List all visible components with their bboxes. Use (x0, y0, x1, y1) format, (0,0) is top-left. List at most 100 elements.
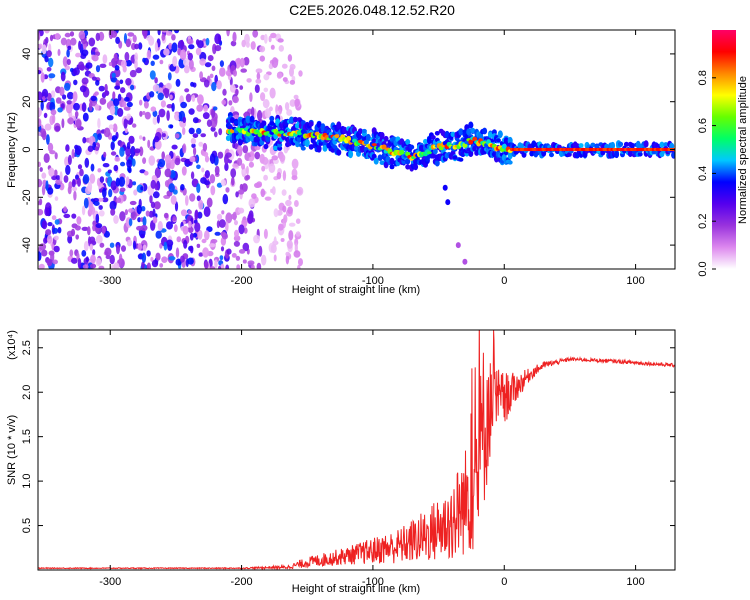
spectrogram-noise-cell (221, 99, 226, 105)
spectrogram-noise-cell (74, 225, 81, 231)
spectrogram-trace-halo (643, 140, 649, 148)
spectrogram-noise-cell (57, 48, 61, 57)
spectrogram-noise-cell (197, 229, 203, 240)
spectrogram-noise-cell (38, 263, 45, 269)
spectrogram-trace-halo (669, 142, 675, 150)
spectrogram-noise-cell (247, 260, 255, 266)
spectrogram-noise-cell (152, 216, 158, 224)
spectrogram-trace-halo (519, 143, 525, 149)
spectrogram-noise-cell (193, 180, 199, 185)
spectrogram-noise-cell (112, 123, 118, 133)
spectrogram-noise-cell (89, 243, 94, 251)
spectrogram-trace-halo (320, 123, 326, 132)
spectrogram-trace-halo (444, 130, 450, 139)
spectrogram-noise-cell (59, 86, 65, 97)
spectrogram-trace-halo (507, 151, 513, 160)
spectrogram-noise-cell (109, 200, 117, 211)
spectrogram-noise-cell (295, 231, 301, 237)
spectrogram-noise-cell (209, 153, 216, 165)
spectrogram-noise-cell (203, 206, 211, 217)
spectrogram-noise-cell (214, 45, 222, 52)
spectrogram-noise-cell (125, 59, 132, 67)
spectrogram-noise-cell (169, 94, 173, 100)
spectrogram-noise-cell (77, 164, 83, 170)
spectrogram-noise-cell (110, 141, 115, 151)
spectrogram-trace-halo (365, 133, 371, 142)
spectrogram-trace-halo (655, 143, 661, 148)
spectrogram-noise-cell (99, 97, 107, 105)
spectrogram-noise-cell (70, 37, 77, 46)
spectrogram-noise-cell (218, 219, 226, 228)
spectrogram-noise-cell (212, 106, 218, 111)
spectrogram-noise-cell (137, 217, 142, 223)
spectrogram-noise-cell (136, 204, 142, 215)
spectrogram-noise-cell (90, 163, 95, 172)
spectrogram-noise-cell (115, 197, 122, 203)
spectrogram-noise-cell (50, 90, 56, 98)
spectrogram-noise-cell (203, 151, 209, 157)
spectrogram-noise-cell (102, 163, 110, 168)
spectrogram-noise-cell (149, 91, 155, 98)
spectrogram-noise-cell (117, 107, 124, 117)
spectrogram-noise-cell (189, 156, 196, 163)
spectrogram-noise-cell (171, 42, 178, 53)
spectrogram-noise-cell (126, 239, 133, 247)
spectrogram-noise-cell (163, 212, 169, 219)
spectrogram-trace-halo (316, 145, 322, 153)
spectrogram-noise-cell (153, 201, 161, 210)
spectrogram-noise-cell (139, 146, 144, 157)
spectrogram-noise-cell (153, 135, 160, 143)
spectrogram-noise-cell (168, 42, 173, 50)
spectrogram-noise-cell (73, 102, 80, 111)
spectrogram-trace-halo (377, 154, 383, 161)
spectrogram-trace-halo (387, 140, 393, 147)
spectrogram-noise-cell (95, 32, 101, 42)
spectrogram-noise-cell (165, 82, 172, 90)
spectrogram-noise-cell (226, 30, 230, 37)
spectrogram-noise-cell (210, 239, 218, 244)
spectrogram-trace-halo (578, 143, 584, 148)
spectrogram-noise-cell (230, 168, 237, 178)
spectrogram-noise-cell (249, 92, 253, 103)
spectrogram-trace-halo (531, 140, 537, 148)
spectrogram-trace-halo (507, 160, 513, 165)
spectrogram-noise-cell (190, 81, 195, 87)
spectrogram-noise-cell (233, 69, 237, 77)
spectrogram-trace-halo (233, 120, 239, 125)
spectrogram-noise-cell (142, 136, 146, 141)
spectrogram-noise-cell (47, 92, 52, 102)
spectrogram-noise-cell (190, 245, 194, 254)
spectrogram-noise-cell (155, 252, 161, 261)
spectrogram-noise-cell (202, 247, 210, 258)
spectrogram-noise-cell (152, 116, 158, 125)
spectrogram-noise-cell (142, 157, 147, 165)
spectrogram-noise-cell (99, 242, 105, 248)
spectrogram-noise-cell (133, 189, 138, 196)
spectrogram-trace-halo (229, 117, 235, 124)
spectrogram-noise-cell (81, 49, 89, 57)
spectrogram-noise-cell (99, 176, 105, 183)
spectrogram-trace-halo (389, 157, 395, 165)
spectrogram-noise-cell (115, 177, 120, 187)
snr-x-tick-label: -100 (362, 576, 384, 588)
spectrogram-noise-cell (158, 108, 166, 118)
spectrogram-noise-cell (52, 114, 56, 124)
spectrogram-noise-cell (146, 262, 151, 269)
spectrogram-noise-cell (192, 117, 199, 124)
spectrogram-noise-cell (248, 156, 254, 162)
spectrogram-noise-cell (235, 255, 241, 261)
spectrogram-noise-cell (216, 80, 222, 90)
spectrogram-noise-cell (132, 181, 137, 186)
spectrogram-trace-halo (458, 157, 464, 162)
spectrogram-noise-cell (39, 128, 47, 138)
spectrogram-noise-cell (111, 135, 118, 142)
spectrogram-noise-cell (107, 169, 112, 174)
spectrogram-noise-cell (81, 226, 89, 231)
snr-panel: -300 -200 -100 0 100 0.5 1.0 1.5 2.0 2.5 Height … (6, 329, 676, 595)
spectrogram-noise-cell (242, 169, 246, 175)
spectrogram-noise-cell (77, 177, 81, 187)
spectrogram-noise-cell (172, 55, 178, 67)
spectrogram-trace-halo (627, 150, 633, 157)
spectrogram-noise-cell (187, 210, 192, 215)
spectrogram-trace-halo (432, 148, 438, 155)
